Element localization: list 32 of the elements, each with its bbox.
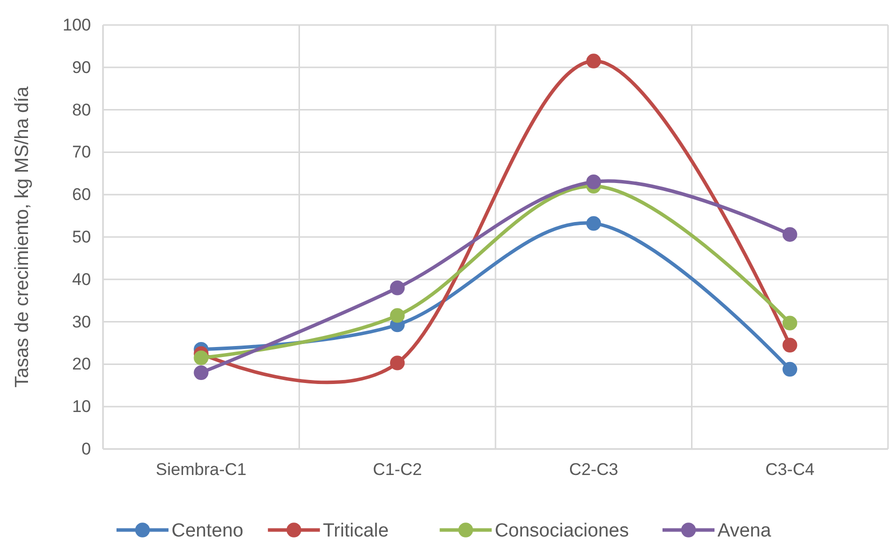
point [390, 280, 405, 296]
legend-label: Centeno [172, 520, 244, 542]
x-tick-label: Siembra-C1 [156, 460, 246, 480]
legend-label: Avena [718, 520, 772, 542]
y-tick-label: 0 [82, 439, 91, 458]
point [586, 216, 601, 231]
point [782, 316, 798, 330]
x-tick-label: C3-C4 [765, 460, 814, 480]
legend-label: Triticale [322, 520, 389, 542]
y-tick-label: 60 [72, 185, 91, 204]
legend-label: Consociaciones [494, 520, 629, 542]
point [782, 362, 798, 377]
y-tick-label: 70 [72, 142, 91, 162]
x-tick-label: C1-C2 [372, 460, 422, 480]
point [586, 174, 601, 190]
point [390, 308, 405, 323]
y-tick-label: 80 [72, 100, 91, 120]
y-tick-label: 90 [72, 58, 91, 77]
y-tick-label: 20 [72, 354, 91, 374]
y-tick-label: 10 [72, 397, 91, 416]
y-tick-label: 50 [72, 227, 91, 246]
point [194, 350, 208, 366]
y-tick-label: 40 [72, 270, 91, 289]
point [390, 356, 405, 370]
point [782, 227, 798, 242]
y-tick-label: 30 [72, 312, 91, 332]
point [194, 365, 208, 380]
point [586, 54, 601, 68]
x-tick-label: C2-C3 [569, 460, 618, 480]
y-tick-label: 100 [62, 15, 91, 34]
point [782, 338, 798, 352]
y-axis-title: Tasas de crecimiento, kg MS/ha día [12, 86, 33, 388]
